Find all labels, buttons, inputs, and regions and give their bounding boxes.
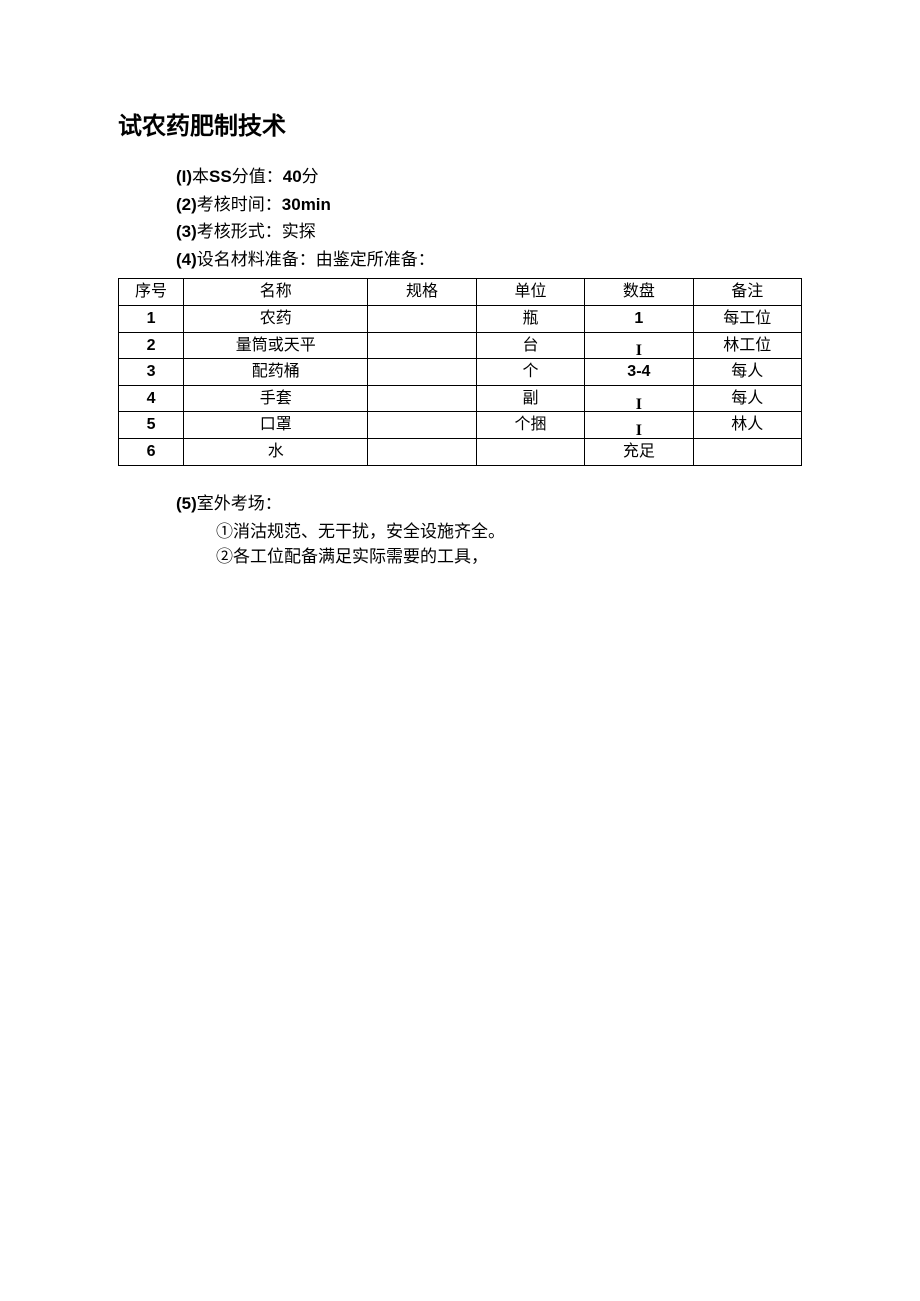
table-row: 3配药桶 个3-4每人 — [119, 359, 802, 386]
info-item-4: (4)设名材料准备：由鉴定所准备： — [176, 247, 802, 273]
section-5-items: ①消沽规范、无干扰，安全设施齐全。 ②各工位配备满足实际需要的工具， — [216, 519, 802, 570]
table-body: 1农药瓶1每工位2量筒或天平台I林工位3配药桶个3-4每人4手套副I每人5口罩个… — [119, 305, 802, 465]
cell-name: 农药 — [184, 305, 368, 332]
col-header-seq: 序号 — [119, 279, 184, 306]
info-list: (I)本SS分值：40分 (2)考核时间：30min (3)考核形式：实探 (4… — [176, 164, 802, 272]
cell-note: 每人 — [693, 359, 801, 386]
cell-name: 水 — [184, 438, 368, 465]
info-1-rest: 分值： — [232, 167, 283, 186]
cell-note: 每工位 — [693, 305, 801, 332]
cell-name: 配药桶 — [184, 359, 368, 386]
cell-seq: 6 — [119, 438, 184, 465]
section-5-item-2: ②各工位配备满足实际需要的工具， — [216, 544, 802, 570]
col-header-qty: 数盘 — [585, 279, 693, 306]
col-header-note: 备注 — [693, 279, 801, 306]
cell-spec — [368, 412, 476, 439]
col-header-name: 名称 — [184, 279, 368, 306]
cell-note — [693, 438, 801, 465]
info-item-3: (3)考核形式：实探 — [176, 219, 802, 245]
cell-unit — [476, 438, 584, 465]
cell-qty: 1 — [585, 305, 693, 332]
info-2-num: (2) — [176, 195, 197, 214]
info-1-ss: SS — [209, 167, 232, 186]
cell-spec — [368, 305, 476, 332]
info-4-label: 设名材料准备：由鉴定所准备： — [197, 250, 435, 269]
section-5-item-1: ①消沽规范、无干扰，安全设施齐全。 — [216, 519, 802, 545]
cell-seq: 1 — [119, 305, 184, 332]
info-item-2: (2)考核时间：30min — [176, 192, 802, 218]
cell-unit: 个 — [476, 359, 584, 386]
cell-spec — [368, 385, 476, 412]
info-1-value: 40 — [283, 167, 302, 186]
info-3-label: 考核形式：实探 — [197, 222, 316, 241]
info-1-suffix: 分 — [302, 167, 319, 186]
cell-qty: I — [585, 332, 693, 359]
cell-unit: 副 — [476, 385, 584, 412]
table-header-row: 序号 名称 规格 单位 数盘 备注 — [119, 279, 802, 306]
cell-note: 每人 — [693, 385, 801, 412]
col-header-spec: 规格 — [368, 279, 476, 306]
cell-seq: 5 — [119, 412, 184, 439]
cell-qty: 3-4 — [585, 359, 693, 386]
col-header-unit: 单位 — [476, 279, 584, 306]
section-5: (5)室外考场： ①消沽规范、无干扰，安全设施齐全。 ②各工位配备满足实际需要的… — [176, 490, 802, 570]
section-5-title: (5)室外考场： — [176, 490, 802, 517]
info-1-label: 本 — [192, 167, 209, 186]
info-2-label: 考核时间： — [197, 195, 282, 214]
materials-table: 序号 名称 规格 单位 数盘 备注 1农药瓶1每工位2量筒或天平台I林工位3配药… — [118, 278, 802, 465]
cell-qty: I — [585, 412, 693, 439]
cell-unit: 台 — [476, 332, 584, 359]
table-row: 2量筒或天平 台I林工位 — [119, 332, 802, 359]
cell-unit: 瓶 — [476, 305, 584, 332]
cell-qty: I — [585, 385, 693, 412]
table-row: 5口罩 个捆I林人 — [119, 412, 802, 439]
cell-unit: 个捆 — [476, 412, 584, 439]
table-row: 4手套 副I每人 — [119, 385, 802, 412]
info-2-value: 30min — [282, 195, 331, 214]
cell-note: 林人 — [693, 412, 801, 439]
cell-spec — [368, 332, 476, 359]
cell-name: 手套 — [184, 385, 368, 412]
section-5-label: 室外考场： — [197, 494, 282, 513]
section-5-num: (5) — [176, 494, 197, 513]
cell-name: 口罩 — [184, 412, 368, 439]
cell-note: 林工位 — [693, 332, 801, 359]
table-row: 1农药瓶1每工位 — [119, 305, 802, 332]
info-item-1: (I)本SS分值：40分 — [176, 164, 802, 190]
document-title: 试农药肥制技术 — [118, 108, 802, 146]
cell-seq: 3 — [119, 359, 184, 386]
info-3-num: (3) — [176, 222, 197, 241]
cell-spec — [368, 438, 476, 465]
cell-seq: 4 — [119, 385, 184, 412]
cell-qty: 充足 — [585, 438, 693, 465]
cell-spec — [368, 359, 476, 386]
info-1-num: (I) — [176, 167, 192, 186]
table-row: 6水 充足 — [119, 438, 802, 465]
cell-name: 量筒或天平 — [184, 332, 368, 359]
info-4-num: (4) — [176, 250, 197, 269]
cell-seq: 2 — [119, 332, 184, 359]
